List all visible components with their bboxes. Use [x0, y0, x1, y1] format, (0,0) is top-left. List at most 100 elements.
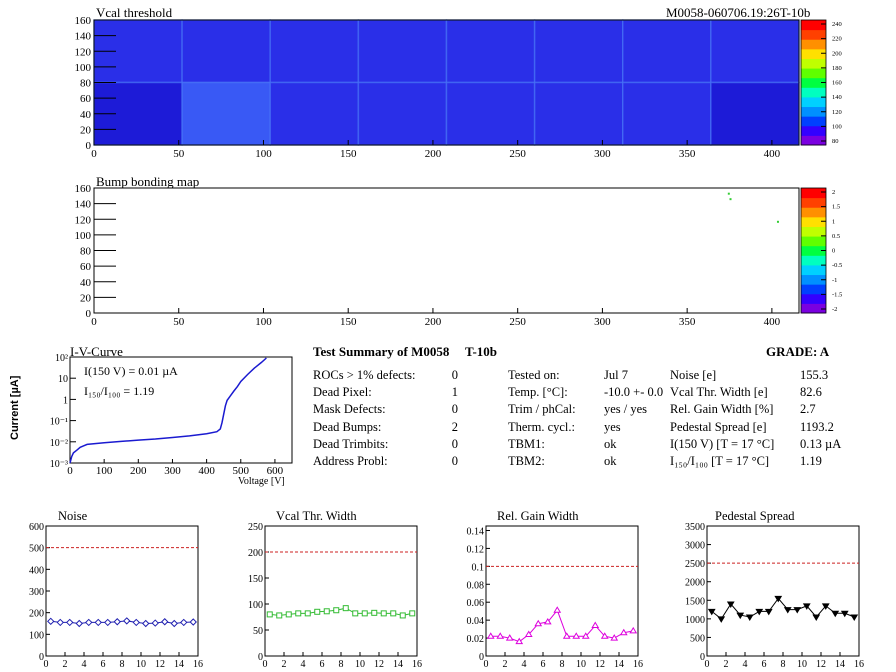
y-tick-label: 100	[75, 230, 92, 242]
data-point	[151, 619, 159, 627]
y-tick-label: 200	[248, 548, 263, 559]
plot-frame	[264, 525, 418, 657]
data-point	[314, 608, 321, 615]
iv-x-tick-label: 600	[267, 465, 284, 477]
plot-frame	[706, 525, 860, 657]
module-id: M0058-060706.19:26T-10b	[666, 5, 811, 20]
y-tick-label: 0	[86, 308, 92, 320]
y-tick-label: 0.12	[467, 544, 485, 555]
data-point	[629, 626, 638, 634]
iv-curve-plot: 0 100 200 300 400 500 600 10⁻³ 10⁻² 10⁻¹ 1 10 10²	[50, 353, 293, 477]
vcal-heatmap: 0 50 100 150 200 250 300 350 400 0 20 40 60 80 100 120 1…	[75, 15, 800, 160]
x-tick-label: 400	[764, 316, 781, 328]
iv-y-tick-label: 1	[63, 395, 68, 406]
colorbar-label: 0.5	[832, 233, 840, 240]
y-tick-label: 40	[80, 277, 92, 289]
colorbar-label: 2	[832, 189, 835, 196]
y-tick-label: 1500	[685, 596, 705, 607]
y-tick-label: 2500	[685, 559, 705, 570]
x-tick-label: 0	[44, 659, 49, 670]
y-tick-label: 50	[253, 626, 263, 637]
iv-xlabel: Voltage [V]	[238, 476, 285, 487]
data-point	[371, 609, 378, 616]
colorbar-label: 140	[832, 94, 842, 101]
y-tick-label: 300	[29, 587, 44, 598]
x-tick-label: 6	[762, 659, 767, 670]
x-tick-label: 0	[91, 316, 97, 328]
y-tick-label: 120	[75, 46, 92, 58]
conditions-table: Tested on: Jul 7 Temp. [°C]: -10.0 +- 0.0 …	[508, 367, 668, 470]
iv-x-tick-label: 100	[96, 465, 113, 477]
x-tick-label: 150	[340, 148, 357, 160]
y-tick-label: 20	[80, 292, 92, 304]
iv-curve-line	[69, 357, 267, 464]
colorbar-segment	[801, 87, 826, 98]
x-tick-label: 16	[193, 659, 203, 670]
colorbar-segment	[801, 188, 826, 199]
data-point	[755, 608, 764, 616]
data-point	[189, 618, 197, 626]
data-point	[132, 618, 140, 627]
colorbar-segment	[801, 236, 826, 247]
data-point	[774, 595, 783, 603]
data-point	[380, 610, 387, 617]
colorbar-label: 80	[832, 138, 839, 145]
iv-y-tick-label: 10⁻¹	[50, 417, 68, 428]
data-point	[802, 603, 811, 610]
x-tick-label: 0	[263, 659, 268, 670]
summary-config: T-10b	[465, 344, 498, 359]
x-tick-label: 4	[301, 659, 306, 670]
y-tick-label: 120	[75, 214, 92, 226]
colorbar-label: -1.5	[832, 291, 842, 298]
bump-map: 0 50 100 150 200 250 300 350 400 0 20 40 60 80 100 120 1…	[75, 183, 800, 328]
data-point	[399, 612, 406, 619]
y-tick-label: 0.1	[472, 562, 485, 573]
conditions-row: Temp. [°C]: -10.0 +- 0.0	[508, 385, 664, 400]
data-point	[850, 614, 859, 621]
x-tick-label: 16	[854, 659, 864, 670]
y-tick-label: 3500	[685, 522, 705, 533]
series-line	[269, 607, 413, 616]
x-tick-label: 8	[120, 659, 125, 670]
roc-block	[534, 20, 623, 83]
colorbar-segment	[801, 77, 826, 88]
dead-bump-point	[729, 198, 732, 201]
data-point	[85, 618, 93, 627]
roc-block	[182, 82, 271, 145]
data-point	[352, 610, 359, 617]
y-tick-label: 1000	[685, 615, 705, 626]
y-tick-label: 3000	[685, 541, 705, 552]
y-tick-label: 80	[80, 246, 92, 258]
data-point	[783, 607, 792, 614]
x-tick-label: 16	[412, 659, 422, 670]
data-point	[113, 618, 121, 626]
results-row: Noise [e] 155.3	[670, 368, 829, 382]
data-point	[764, 608, 773, 616]
colorbar-segment	[801, 125, 826, 136]
data-point	[591, 621, 600, 629]
results-row: I₁₅₀/I₁₀₀ [T = 17 °C] 1.19	[670, 454, 822, 469]
data-point	[409, 610, 416, 617]
data-point	[304, 610, 311, 617]
y-tick-label: 40	[80, 109, 92, 121]
x-tick-label: 6	[101, 659, 106, 670]
roc-block	[710, 82, 799, 145]
x-tick-label: 200	[425, 148, 442, 160]
data-point	[534, 619, 543, 627]
data-point	[486, 632, 495, 639]
y-tick-label: 150	[248, 574, 263, 585]
colorbar-label: 200	[832, 50, 842, 57]
iv-legend-current: I(150 V) = 0.01 µA	[84, 364, 178, 378]
colorbar-segment	[801, 207, 826, 218]
y-tick-label: 60	[80, 261, 92, 273]
data-point	[142, 619, 150, 628]
y-tick-label: 140	[75, 31, 92, 43]
x-tick-label: 50	[173, 316, 185, 328]
colorbar-segment	[801, 264, 826, 276]
x-tick-label: 2	[503, 659, 508, 670]
x-tick-label: 8	[560, 659, 565, 670]
y-tick-label: 0	[700, 652, 705, 663]
summary-title: Test Summary of M0058	[313, 344, 450, 359]
y-tick-label: 0.02	[467, 634, 485, 645]
roc-block	[534, 82, 623, 145]
